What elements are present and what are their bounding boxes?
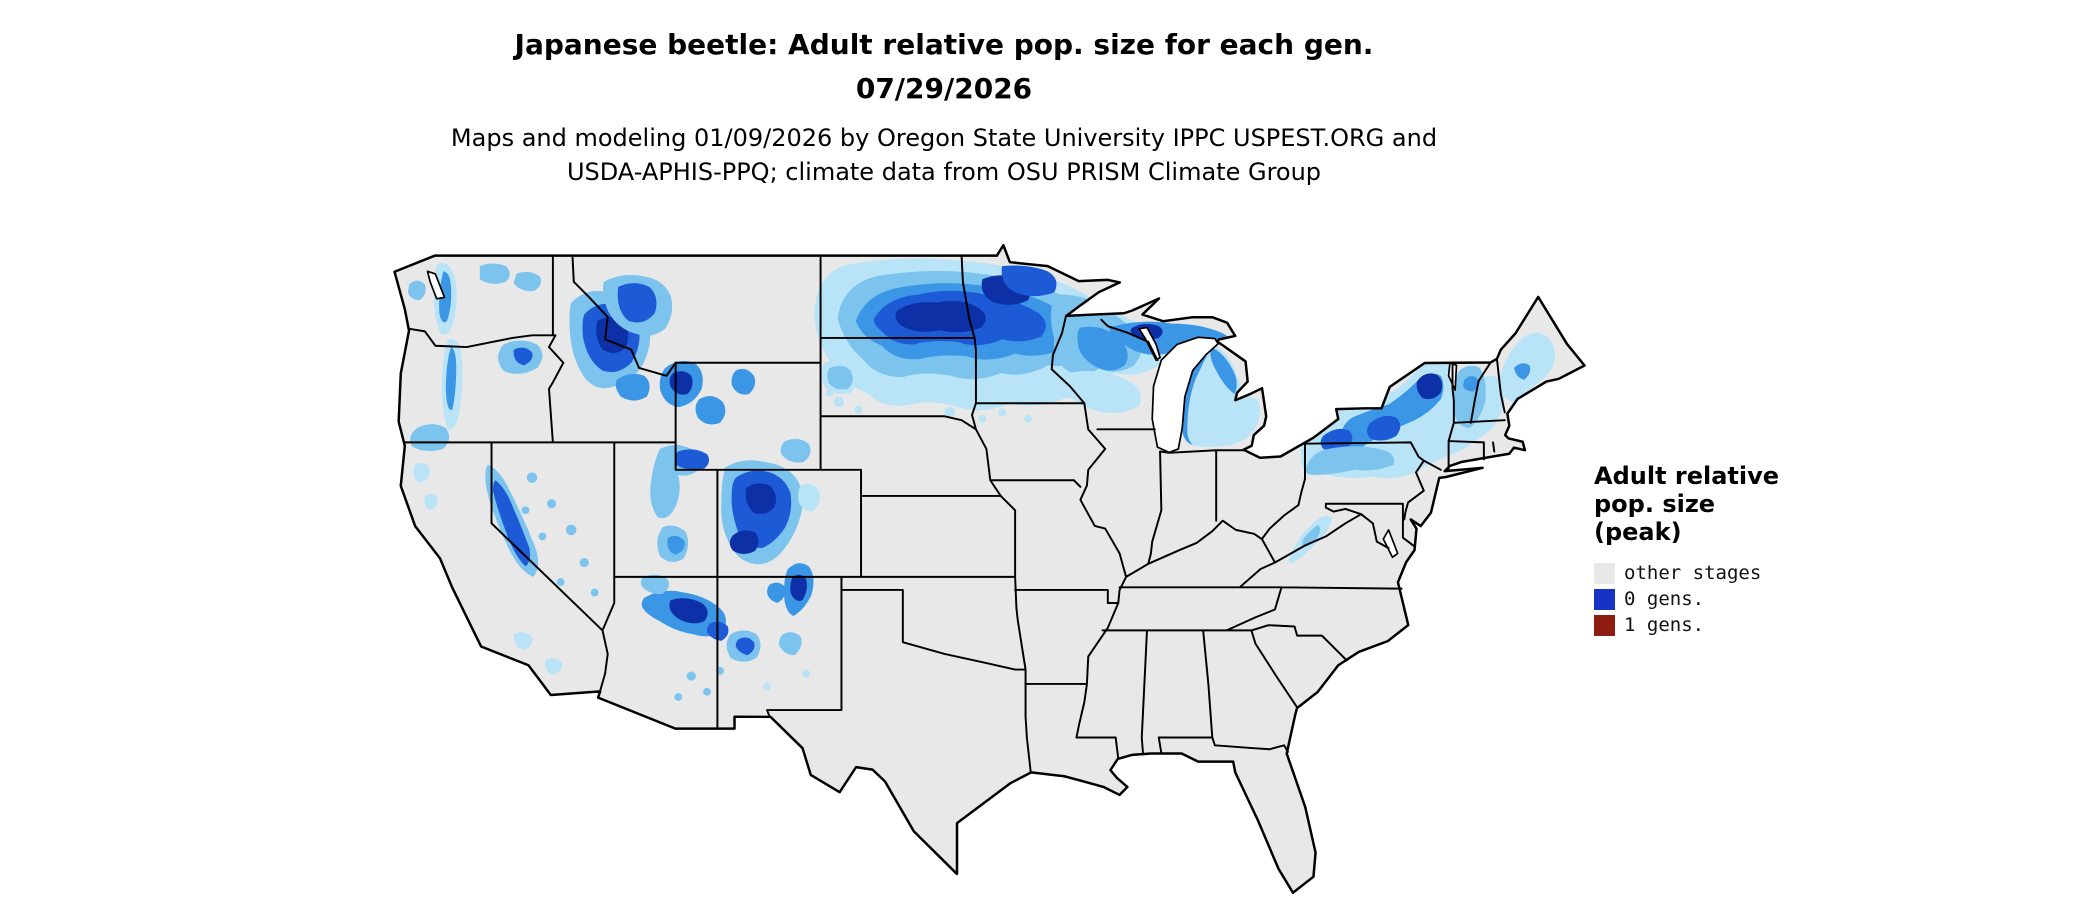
- map-subtitle-line2: USDA-APHIS-PPQ; climate data from OSU PR…: [566, 158, 1322, 186]
- legend-item-0-gens: 0 gens.: [1594, 586, 1779, 612]
- shade-blob: [445, 347, 457, 411]
- shade-speck: [526, 472, 538, 483]
- shade-blob: [413, 462, 431, 483]
- map-title-line1: Japanese beetle: Adult relative pop. siz…: [514, 28, 1374, 61]
- us-coast-outline: [393, 243, 1586, 894]
- shade-blob: [798, 483, 820, 512]
- shade-blob: [513, 271, 542, 292]
- borders-layer: [393, 243, 1586, 894]
- map-title-date: 07/29/2026: [855, 72, 1033, 105]
- shade-blob: [729, 530, 759, 555]
- shade-blob: [1304, 446, 1395, 476]
- shade-speck: [556, 578, 565, 587]
- legend-item-1-gens: 1 gens.: [1594, 612, 1779, 638]
- shade-speck: [703, 687, 711, 696]
- shade-blob: [1416, 373, 1443, 400]
- lake-michigan: [1151, 336, 1220, 454]
- population-shade-layer: [407, 258, 1556, 701]
- state-borders-central: [1024, 314, 1306, 760]
- shade-blob: [731, 368, 756, 395]
- chesapeake-bay: [1382, 529, 1399, 559]
- shade-blob: [790, 574, 807, 601]
- state-borders-east: [1101, 357, 1506, 756]
- shade-speck: [944, 407, 956, 418]
- shade-blob: [1077, 326, 1128, 371]
- legend-swatch-1-gens: [1594, 614, 1615, 636]
- shade-blob: [492, 480, 531, 567]
- shade-blob: [615, 373, 650, 401]
- shade-speck: [579, 557, 589, 568]
- shade-blob: [745, 483, 777, 514]
- legend-label-1-gens: 1 gens.: [1624, 614, 1705, 636]
- us-land: [394, 245, 1585, 893]
- legend-swatch-other-stages: [1594, 562, 1615, 584]
- shade-blob: [1001, 265, 1057, 297]
- shade-blob: [1462, 376, 1479, 392]
- shade-speck: [565, 524, 577, 536]
- shade-speck: [1024, 414, 1033, 423]
- shade-blob: [827, 365, 853, 390]
- map-subtitle-line1: Maps and modeling 01/09/2026 by Oregon S…: [450, 124, 1438, 152]
- shade-blob: [596, 317, 629, 354]
- shade-blob: [674, 449, 710, 470]
- legend-title-line2: pop. size: [1594, 490, 1716, 518]
- shade-blob: [1302, 524, 1321, 547]
- shade-speck: [802, 669, 811, 678]
- legend-title-line1: Adult relative: [1594, 462, 1780, 490]
- shade-speck: [686, 671, 696, 681]
- legend-item-other-stages: other stages: [1594, 560, 1779, 586]
- shade-speck: [538, 532, 547, 541]
- shade-blob: [407, 280, 426, 301]
- shade-speck: [978, 414, 987, 423]
- shade-blob: [1367, 415, 1401, 441]
- land-layer: [394, 245, 1585, 893]
- shade-blob: [410, 424, 450, 452]
- shade-speck: [590, 588, 599, 597]
- shade-blob: [695, 395, 726, 425]
- legend: Adult relative pop. size (peak) other st…: [1594, 462, 1779, 638]
- shade-blob: [1181, 345, 1260, 448]
- us-map: [375, 240, 1603, 902]
- shade-blob: [1513, 363, 1531, 380]
- shade-speck: [521, 506, 530, 515]
- shade-speck: [674, 693, 683, 701]
- shade-speck: [825, 388, 834, 397]
- shade-blob: [735, 637, 755, 656]
- shade-speck: [763, 682, 771, 691]
- puget-sound: [426, 270, 446, 300]
- shade-blob: [544, 658, 563, 675]
- shade-speck: [854, 405, 863, 414]
- shade-blob: [895, 300, 986, 333]
- shade-blob: [767, 582, 786, 603]
- shade-blob: [667, 535, 685, 555]
- shade-blob: [1210, 347, 1237, 395]
- shade-blob: [669, 598, 708, 624]
- shade-blob: [513, 632, 533, 650]
- us-map-svg: [393, 243, 1586, 894]
- legend-title: Adult relative pop. size (peak): [1594, 462, 1779, 546]
- state-borders-west: [404, 254, 1120, 774]
- shade-blob: [1320, 428, 1353, 452]
- shade-blob: [479, 263, 510, 284]
- shade-blob: [1340, 374, 1444, 456]
- shade-speck: [547, 499, 557, 509]
- shade-blob: [780, 438, 811, 463]
- legend-label-other-stages: other stages: [1624, 562, 1762, 584]
- legend-label-0-gens: 0 gens.: [1624, 588, 1705, 610]
- legend-title-line3: (peak): [1594, 518, 1682, 546]
- shade-speck: [833, 396, 845, 408]
- lakes-layer: [426, 270, 1458, 559]
- legend-items: other stages 0 gens. 1 gens.: [1594, 560, 1779, 638]
- shade-blob: [640, 574, 669, 595]
- legend-swatch-0-gens: [1594, 588, 1615, 610]
- shade-speck: [998, 408, 1006, 417]
- shade-blob: [778, 632, 802, 656]
- shade-blob: [617, 283, 657, 323]
- shade-blob: [513, 347, 533, 366]
- shade-blob: [424, 493, 438, 511]
